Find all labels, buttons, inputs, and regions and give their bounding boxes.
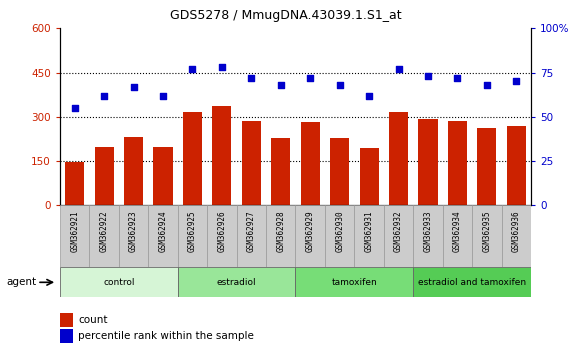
Bar <box>271 138 290 205</box>
Bar <box>65 162 85 205</box>
Bar <box>242 121 261 205</box>
Bar <box>119 205 148 267</box>
Text: GDS5278 / MmugDNA.43039.1.S1_at: GDS5278 / MmugDNA.43039.1.S1_at <box>170 9 401 22</box>
Text: percentile rank within the sample: percentile rank within the sample <box>78 331 254 341</box>
Bar <box>266 205 296 267</box>
Text: GSM362931: GSM362931 <box>365 210 373 252</box>
Bar <box>60 205 90 267</box>
Text: GSM362932: GSM362932 <box>394 210 403 252</box>
Point <box>188 66 197 72</box>
Text: GSM362927: GSM362927 <box>247 210 256 252</box>
Bar <box>325 205 355 267</box>
Bar <box>448 121 467 205</box>
Bar <box>183 112 202 205</box>
Point <box>453 75 462 81</box>
Point <box>512 79 521 84</box>
Text: estradiol: estradiol <box>217 278 256 287</box>
Text: GSM362921: GSM362921 <box>70 210 79 252</box>
Bar <box>506 126 526 205</box>
Text: agent: agent <box>7 277 37 287</box>
Point <box>218 64 227 70</box>
Bar <box>443 205 472 267</box>
Bar <box>207 205 236 267</box>
Bar <box>301 122 320 205</box>
Text: GSM362924: GSM362924 <box>159 210 167 252</box>
Bar <box>296 205 325 267</box>
Bar <box>389 112 408 205</box>
Text: count: count <box>78 315 108 325</box>
Bar <box>419 119 437 205</box>
Point <box>70 105 79 111</box>
Text: tamoxifen: tamoxifen <box>332 278 377 287</box>
Text: GSM362935: GSM362935 <box>482 210 492 252</box>
Bar <box>154 147 172 205</box>
Point <box>335 82 344 88</box>
Bar <box>296 267 413 297</box>
Bar <box>477 128 496 205</box>
Text: GSM362929: GSM362929 <box>305 210 315 252</box>
Point <box>364 93 373 98</box>
Bar <box>330 138 349 205</box>
Bar <box>124 137 143 205</box>
Point <box>247 75 256 81</box>
Bar <box>178 205 207 267</box>
Bar <box>384 205 413 267</box>
Text: GSM362922: GSM362922 <box>99 210 108 252</box>
Text: GSM362934: GSM362934 <box>453 210 462 252</box>
Bar <box>178 267 296 297</box>
Point <box>305 75 315 81</box>
Bar <box>212 107 231 205</box>
Point <box>424 73 433 79</box>
Point <box>276 82 286 88</box>
Text: GSM362930: GSM362930 <box>335 210 344 252</box>
Point <box>394 66 403 72</box>
Bar <box>355 205 384 267</box>
Point <box>129 84 138 90</box>
Bar <box>148 205 178 267</box>
Point <box>482 82 492 88</box>
Bar <box>95 147 114 205</box>
Bar <box>60 267 178 297</box>
Point <box>158 93 167 98</box>
Point <box>99 93 108 98</box>
Bar <box>236 205 266 267</box>
Text: estradiol and tamoxifen: estradiol and tamoxifen <box>418 278 526 287</box>
Text: GSM362926: GSM362926 <box>218 210 226 252</box>
Text: GSM362925: GSM362925 <box>188 210 197 252</box>
Bar <box>90 205 119 267</box>
Bar <box>413 267 531 297</box>
Text: GSM362923: GSM362923 <box>129 210 138 252</box>
Bar <box>472 205 501 267</box>
Bar <box>360 148 379 205</box>
Text: GSM362928: GSM362928 <box>276 210 286 252</box>
Text: GSM362936: GSM362936 <box>512 210 521 252</box>
Text: GSM362933: GSM362933 <box>424 210 432 252</box>
Text: control: control <box>103 278 135 287</box>
Bar <box>413 205 443 267</box>
Bar <box>501 205 531 267</box>
